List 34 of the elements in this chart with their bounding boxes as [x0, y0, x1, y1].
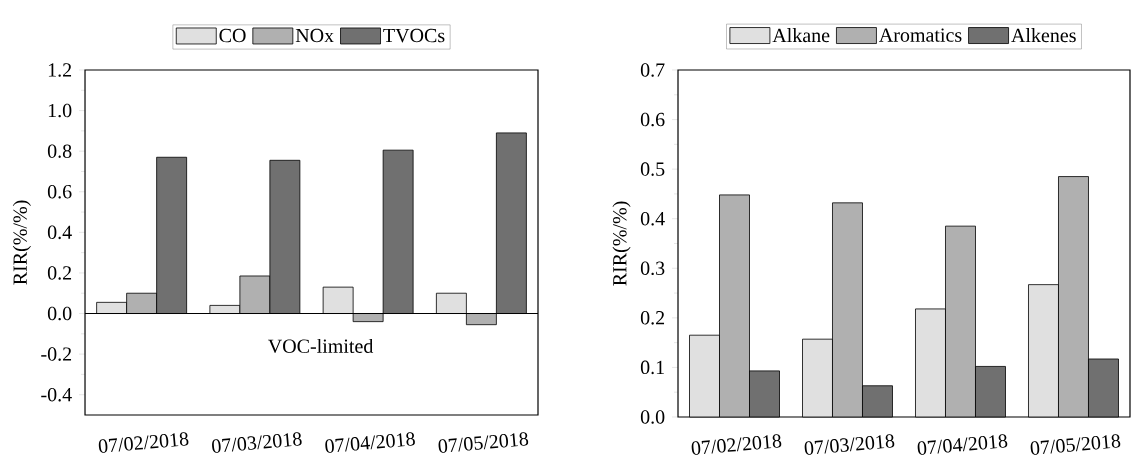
x-tick-label: 07/04/2018 — [325, 432, 415, 453]
x-tick-label: 07/02/2018 — [98, 432, 189, 453]
y-tick-label: 0.2 — [47, 266, 72, 280]
legend-label: Alkenes — [1011, 28, 1076, 43]
x-tick-label: 07/02/2018 — [691, 434, 782, 455]
y-axis-title: RIR(%/%) — [12, 200, 31, 285]
legend-label: Aromatics — [879, 28, 962, 42]
y-tick-label: 0.4 — [640, 211, 665, 226]
annotation: VOC-limited — [268, 338, 374, 354]
y-tick-label: -0.2 — [41, 347, 72, 361]
y-tick-label: -0.4 — [41, 387, 72, 402]
y-tick-label: 0.7 — [640, 63, 665, 77]
legend-label: Alkane — [772, 28, 830, 43]
y-tick-label: 1.2 — [48, 63, 72, 77]
x-tick-label: 07/03/2018 — [804, 434, 895, 455]
y-tick-label: 0.6 — [640, 112, 665, 127]
y-tick-label: 1.0 — [48, 103, 72, 118]
y-tick-label: 0.4 — [47, 225, 72, 240]
legend-label: NOx — [295, 28, 334, 43]
x-tick-label: 07/04/2018 — [917, 434, 1008, 455]
y-tick-label: 0.0 — [47, 306, 72, 321]
y-tick-label: 0.1 — [640, 360, 664, 375]
legend-label: TVOCs — [383, 28, 445, 43]
x-tick-label: 07/05/2018 — [438, 432, 529, 453]
y-tick-label: 0.3 — [640, 261, 665, 276]
legend-label: CO — [219, 28, 246, 43]
y-tick-label: 0.6 — [47, 184, 72, 199]
y-tick-label: 0.8 — [47, 144, 72, 158]
y-tick-label: 0.2 — [640, 311, 665, 325]
y-axis-title: RIR(%/%) — [612, 201, 631, 286]
x-tick-label: 07/05/2018 — [1030, 434, 1121, 455]
y-tick-label: 0.5 — [640, 162, 665, 176]
x-tick-label: 07/03/2018 — [212, 432, 302, 453]
y-tick-label: 0.0 — [640, 410, 665, 424]
